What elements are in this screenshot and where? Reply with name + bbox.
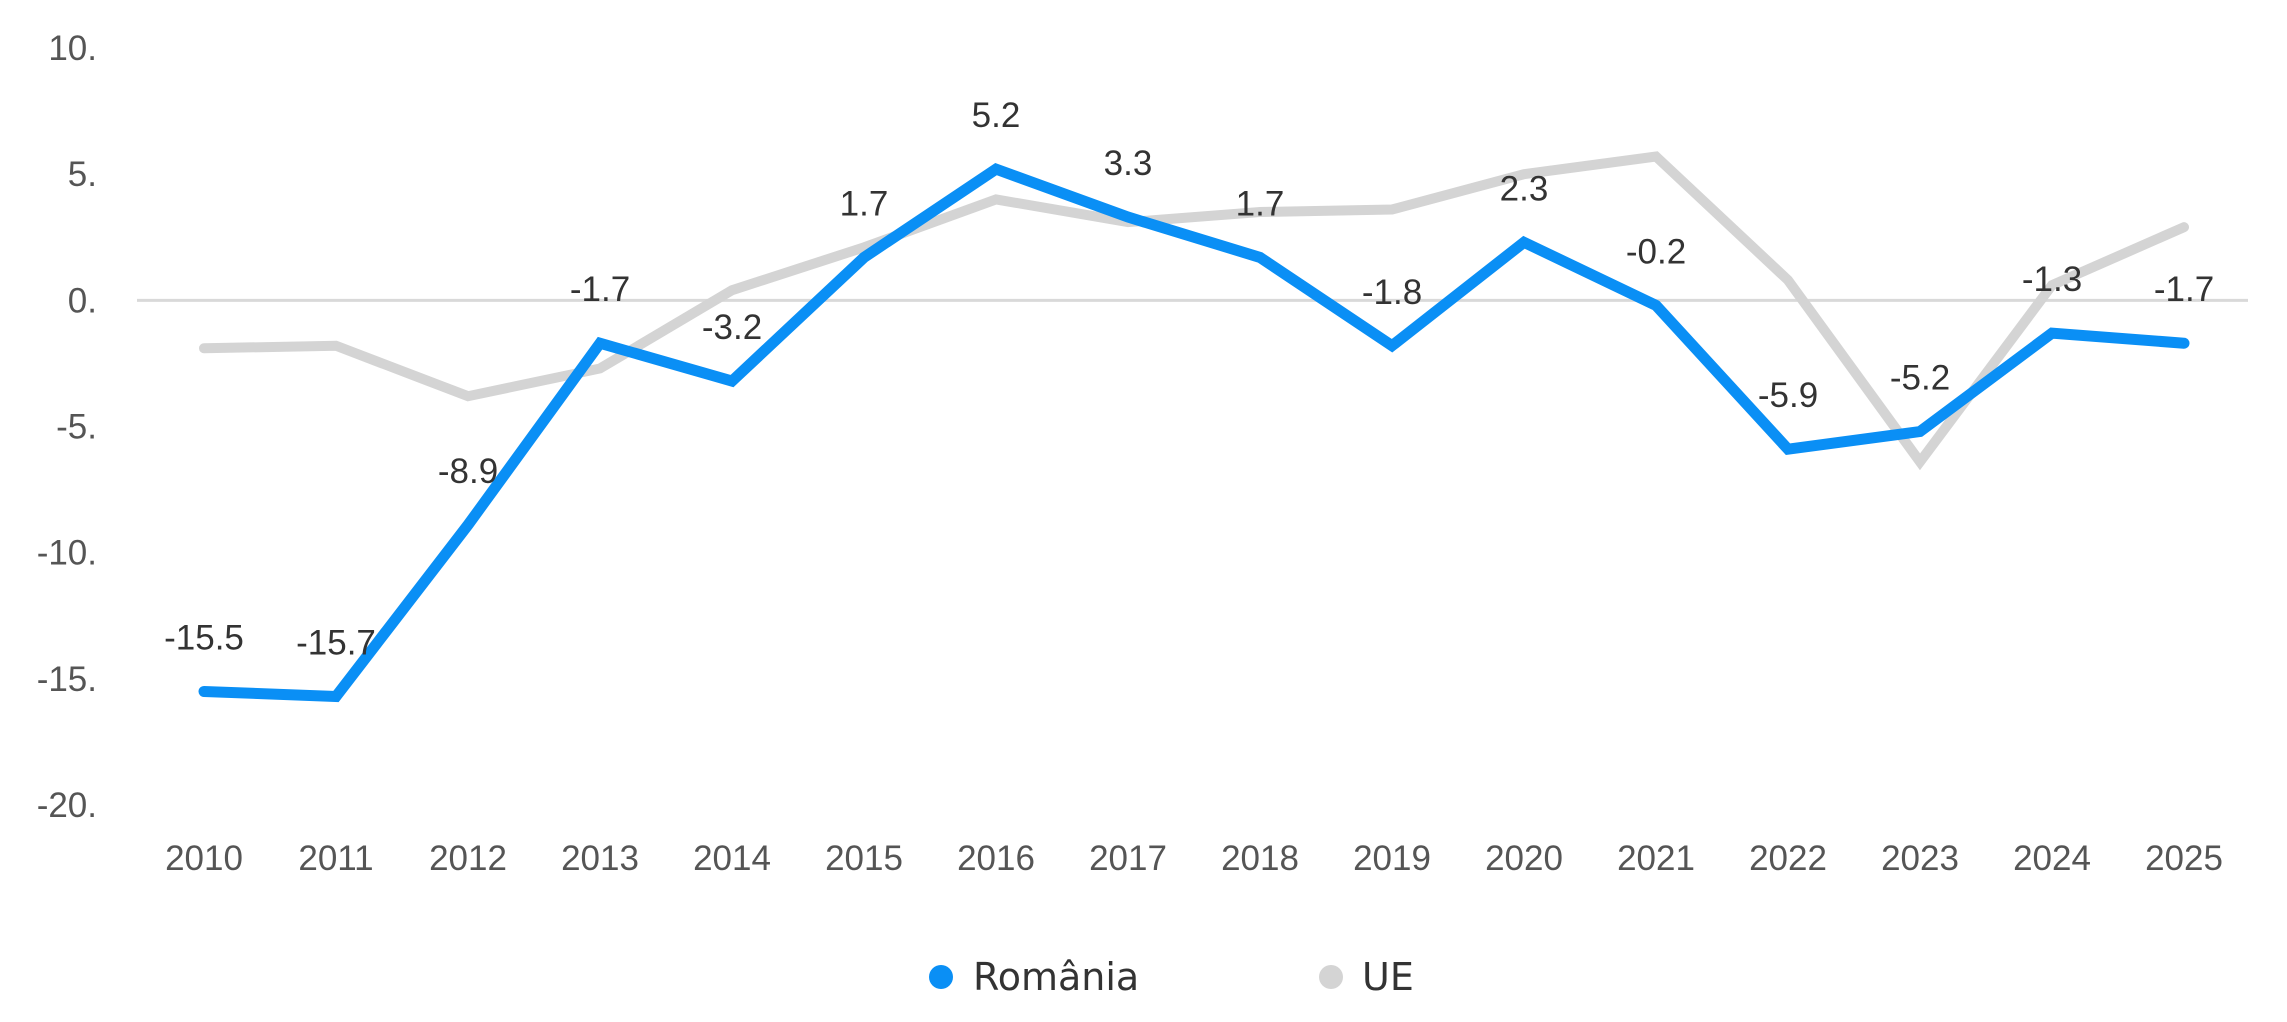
data-labels: -15.5 -15.7 -8.9 -1.7 -3.2 1.7 5.2 3.3 1.7 -1.8 2.…: [164, 96, 2214, 662]
series-line-romania: [198, 162, 2190, 703]
x-tick-label: 2021: [1617, 839, 1695, 878]
data-label: -1.7: [2154, 270, 2214, 309]
series-romania: [198, 162, 2190, 703]
data-label: -5.2: [1890, 359, 1950, 398]
x-tick-label: 2024: [2013, 839, 2091, 878]
x-tick-label: 2015: [825, 839, 903, 878]
data-label: -3.2: [702, 308, 762, 347]
x-tick-label: 2022: [1749, 839, 1827, 878]
data-label: 3.3: [1104, 144, 1153, 183]
x-tick-label: 2020: [1485, 839, 1563, 878]
data-label: -5.9: [1758, 376, 1818, 415]
legend-label-ue: UE: [1362, 955, 1414, 999]
legend-item-ue[interactable]: UE: [1319, 955, 1414, 999]
data-label: -1.8: [1362, 273, 1422, 312]
data-label: -15.5: [164, 618, 244, 657]
y-tick-label: -15.: [37, 660, 97, 699]
y-tick-label: 0.: [68, 281, 97, 320]
series-ue: [199, 151, 2189, 471]
data-label: -8.9: [438, 452, 498, 491]
data-label: 5.2: [972, 96, 1021, 135]
data-label: 1.7: [1236, 184, 1285, 223]
legend-item-romania[interactable]: România: [929, 955, 1139, 999]
legend-marker-romania: [929, 965, 953, 989]
legend-marker-ue: [1319, 965, 1343, 989]
legend-label-romania: România: [973, 955, 1139, 999]
x-axis: 2010 2011 2012 2013 2014 2015 2016 2017 2018 2019…: [165, 839, 2223, 878]
x-tick-label: 2025: [2145, 839, 2223, 878]
x-tick-label: 2010: [165, 839, 243, 878]
data-label: -0.2: [1626, 232, 1686, 271]
y-tick-label: 5.: [68, 155, 97, 194]
y-tick-label: 10.: [48, 29, 97, 68]
y-tick-label: -5.: [56, 408, 97, 447]
y-tick-label: -10.: [37, 534, 97, 573]
data-label: -15.7: [296, 623, 376, 662]
legend: România UE: [929, 955, 1414, 999]
series-line-ue: [199, 151, 2189, 471]
x-tick-label: 2019: [1353, 839, 1431, 878]
x-tick-label: 2013: [561, 839, 639, 878]
data-label: 1.7: [840, 184, 889, 223]
x-tick-label: 2018: [1221, 839, 1299, 878]
x-tick-label: 2011: [298, 839, 373, 878]
x-tick-label: 2012: [429, 839, 507, 878]
x-tick-label: 2017: [1089, 839, 1167, 878]
x-tick-label: 2023: [1881, 839, 1959, 878]
data-label: 2.3: [1500, 169, 1549, 208]
data-label: -1.7: [570, 270, 630, 309]
y-axis: 10. 5. 0. -5. -10. -15. -20.: [37, 29, 97, 825]
x-tick-label: 2016: [957, 839, 1035, 878]
data-label: -1.3: [2022, 260, 2082, 299]
series-layer: [198, 151, 2190, 703]
x-tick-label: 2014: [693, 839, 771, 878]
y-tick-label: -20.: [37, 786, 97, 825]
